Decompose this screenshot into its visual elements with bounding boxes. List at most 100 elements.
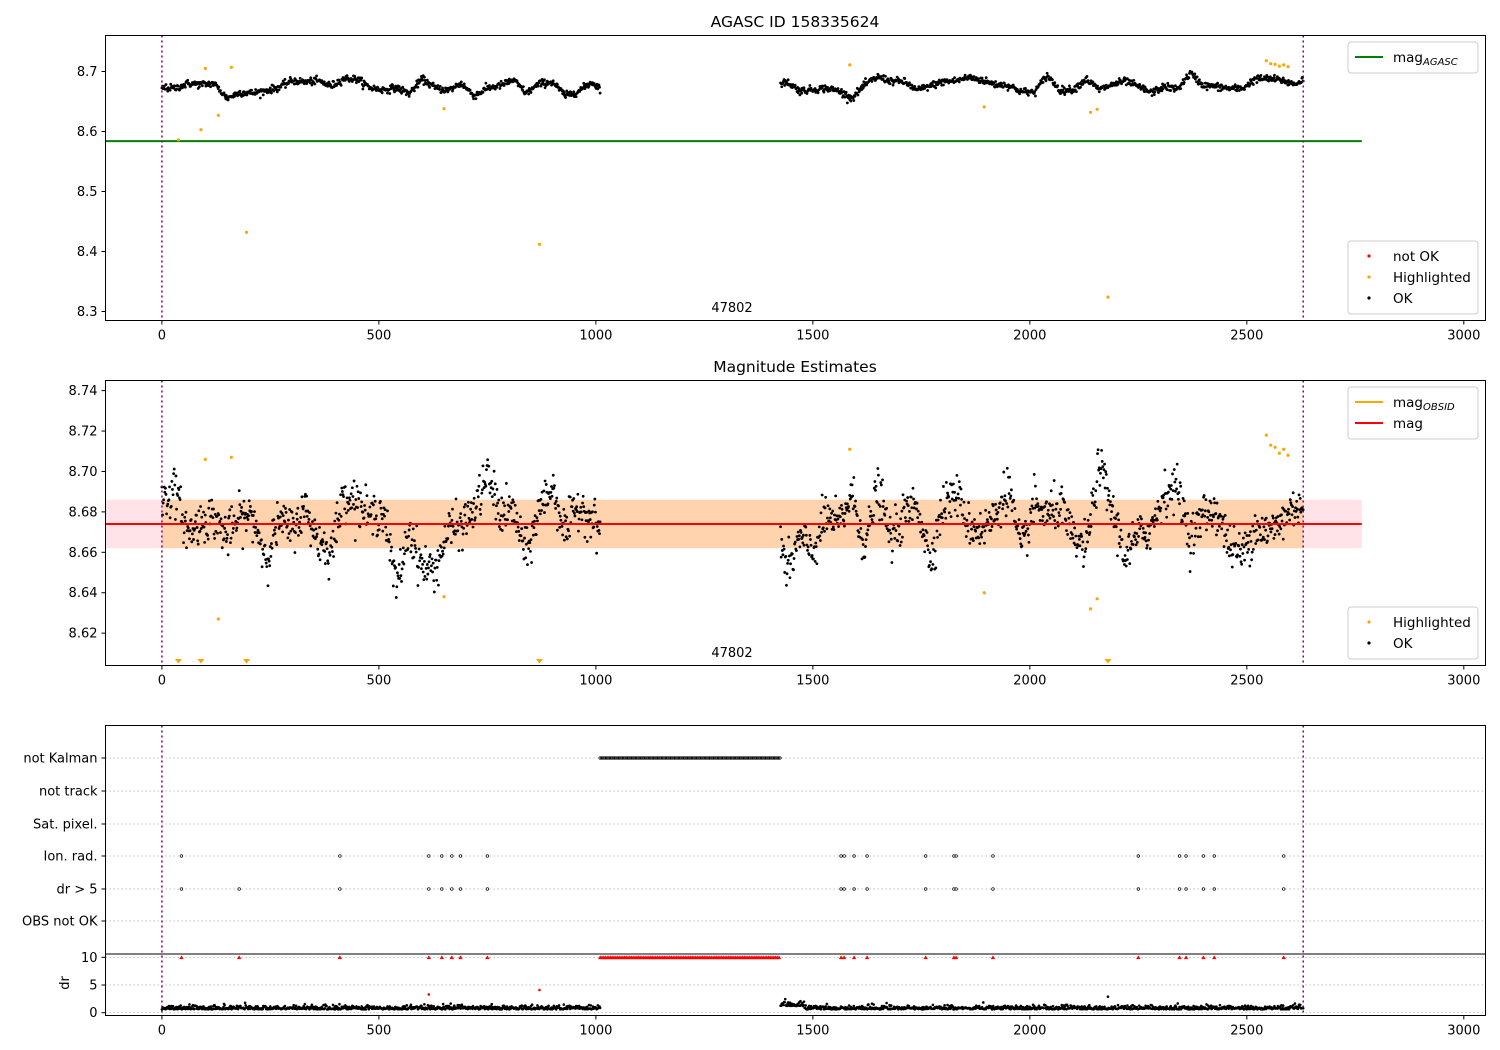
ok-point [893, 503, 897, 507]
ok-point [887, 79, 891, 83]
highlighted-clipped-marker [174, 659, 182, 664]
ok-point [1055, 502, 1059, 506]
ok-point [957, 496, 961, 500]
ok-point [1249, 530, 1252, 534]
ok-point [1193, 77, 1197, 81]
ok-point [1153, 90, 1157, 94]
ok-point [1150, 94, 1154, 98]
agasc-legend-label: OK [1393, 291, 1414, 307]
ok-point [1258, 533, 1262, 537]
ok-point [200, 515, 204, 519]
ok-point [297, 534, 300, 537]
ok-point [1029, 511, 1033, 514]
ok-point [402, 562, 406, 566]
ok-point [1039, 505, 1043, 509]
ok-point [881, 478, 884, 482]
ok-point [272, 528, 276, 532]
ok-point [861, 543, 865, 546]
ok-point [1254, 528, 1258, 532]
ok-point [203, 540, 207, 544]
ok-point [788, 576, 792, 580]
dr-point [1051, 1004, 1055, 1008]
ok-point [246, 518, 250, 521]
ok-point [254, 519, 258, 523]
ok-point [478, 473, 481, 477]
highlighted-point [216, 113, 220, 117]
ok-point [338, 524, 342, 528]
ok-point [315, 532, 319, 536]
ok-point [1138, 82, 1142, 86]
ok-point [964, 535, 968, 538]
ok-point [340, 490, 344, 493]
ok-point [422, 578, 426, 582]
ok-point [1288, 518, 1292, 522]
ok-point [354, 498, 358, 501]
ok-point [855, 514, 859, 517]
ok-point [1034, 94, 1037, 98]
ok-point [954, 496, 958, 500]
ok-point [353, 539, 357, 542]
ok-point [320, 543, 324, 547]
ok-point [595, 525, 599, 528]
ok-point [843, 524, 846, 528]
ok-point [236, 93, 240, 97]
ok-point [1216, 529, 1220, 532]
ok-point [936, 518, 940, 522]
ok-point [983, 529, 987, 533]
ok-point [448, 514, 451, 518]
ok-point [1172, 513, 1176, 517]
ok-point [956, 514, 959, 518]
ok-point [1058, 514, 1061, 518]
ok-point [1157, 91, 1160, 95]
ok-point [1264, 528, 1268, 532]
ok-point [396, 571, 399, 575]
ok-point [1015, 527, 1019, 531]
ok-point [195, 513, 198, 517]
ok-point [302, 515, 306, 519]
ok-point [384, 525, 388, 529]
ok-point [1205, 88, 1209, 92]
ok-point [800, 91, 804, 95]
ok-point [432, 590, 436, 594]
ok-point [391, 83, 395, 87]
ok-point [1205, 528, 1208, 532]
ok-point [1098, 483, 1102, 487]
ok-point [186, 78, 190, 82]
ok-point [301, 507, 305, 511]
ok-point [1108, 503, 1112, 507]
ok-point [915, 501, 919, 505]
ok-point [1079, 532, 1083, 536]
ok-point [1093, 500, 1097, 504]
ok-point [859, 527, 863, 530]
ok-point [874, 488, 877, 492]
ok-point [468, 88, 472, 92]
ok-point [353, 507, 357, 511]
ok-point [1107, 494, 1111, 497]
ok-point [910, 518, 914, 521]
highlighted-point [1282, 447, 1286, 451]
ok-point [418, 559, 422, 563]
ok-point [387, 540, 391, 544]
agasc-ytick-label: 8.6 [77, 125, 98, 140]
dr-point [977, 1004, 981, 1008]
ok-point [437, 559, 441, 563]
ok-point [399, 574, 403, 578]
ok-point [824, 495, 828, 499]
ok-point [212, 507, 215, 511]
ok-point [255, 534, 259, 538]
dr-point [989, 1005, 993, 1008]
ok-point [993, 85, 997, 89]
ok-point [928, 551, 932, 554]
ok-point [1206, 515, 1210, 519]
ok-point [374, 89, 378, 92]
ok-point [1254, 77, 1258, 80]
ok-point [831, 85, 835, 89]
ok-point [472, 502, 475, 505]
ok-point [504, 482, 508, 485]
ok-point [1293, 516, 1297, 519]
ok-point [1264, 516, 1268, 520]
ok-point [1116, 554, 1119, 558]
ok-point [527, 92, 531, 96]
dr-point [589, 1004, 593, 1007]
